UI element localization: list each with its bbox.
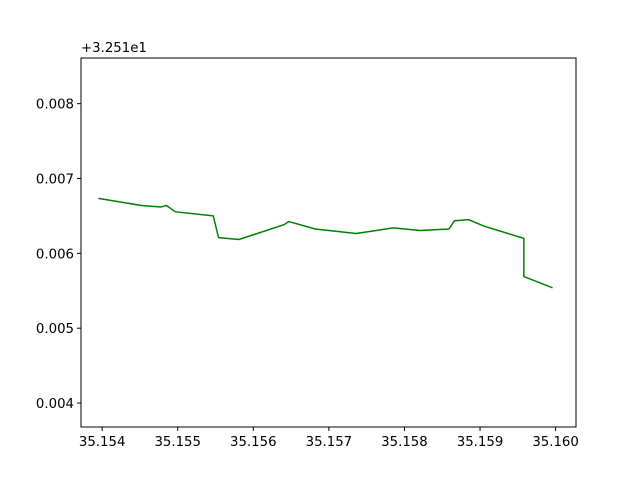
y-offset-label: +3.251e1 bbox=[81, 41, 147, 56]
x-tick-label: 35.156 bbox=[230, 435, 277, 450]
x-tick-label: 35.155 bbox=[154, 435, 201, 450]
y-tick-label: 0.006 bbox=[36, 247, 74, 262]
x-axis-ticks: 35.154 35.155 35.156 35.157 35.158 35.159 35.1… bbox=[79, 427, 579, 450]
x-tick-label: 35.160 bbox=[532, 435, 579, 450]
y-axis-ticks: 0.004 0.005 0.006 0.007 0.008 bbox=[36, 98, 81, 412]
y-tick-label: 0.004 bbox=[36, 397, 74, 412]
x-tick-label: 35.157 bbox=[306, 435, 353, 450]
y-tick-label: 0.005 bbox=[36, 322, 74, 337]
x-tick-label: 35.154 bbox=[79, 435, 126, 450]
axes-frame bbox=[80, 57, 577, 428]
series-line bbox=[98, 197, 553, 289]
x-tick-label: 35.159 bbox=[457, 435, 504, 450]
y-tick-label: 0.007 bbox=[36, 173, 74, 188]
plot-area bbox=[98, 197, 553, 289]
x-tick-label: 35.158 bbox=[381, 435, 428, 450]
y-tick-label: 0.008 bbox=[36, 98, 74, 113]
